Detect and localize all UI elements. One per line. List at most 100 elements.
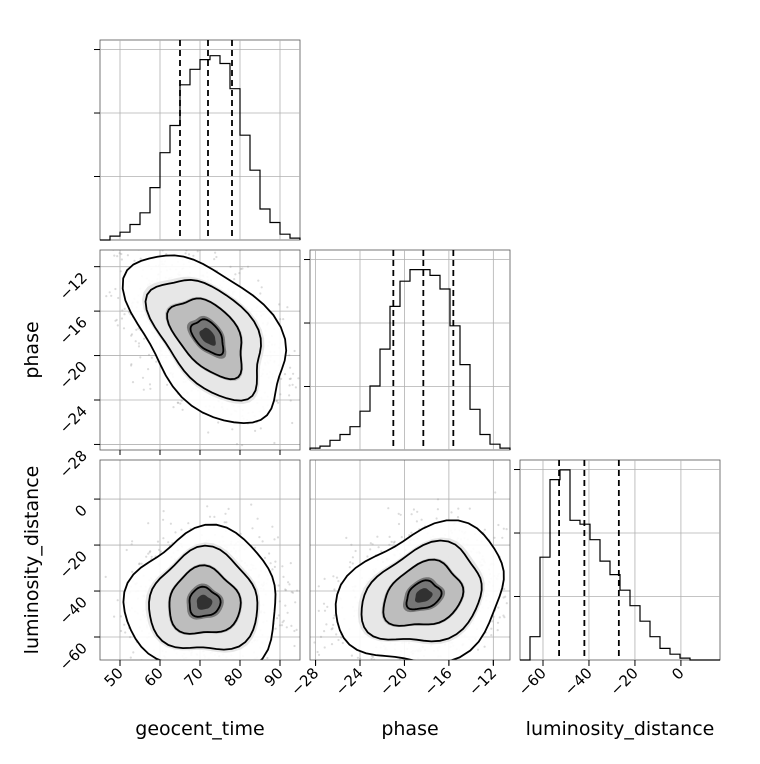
scatter-point <box>135 328 138 331</box>
scatter-point <box>229 265 232 268</box>
scatter-point <box>369 548 372 551</box>
scatter-point <box>293 644 296 648</box>
scatter-point <box>181 661 183 663</box>
scatter-point <box>172 406 175 409</box>
scatter-point <box>408 697 410 699</box>
scatter-point <box>234 705 236 707</box>
scatter-point <box>483 645 486 648</box>
scatter-point <box>246 265 250 268</box>
scatter-point <box>224 512 227 515</box>
scatter-point <box>332 617 335 620</box>
histogram-panel-phase <box>304 249 511 451</box>
scatter-point <box>105 295 108 298</box>
scatter-point <box>174 531 177 534</box>
scatter-point <box>277 697 279 699</box>
scatter-point <box>142 388 145 391</box>
scatter-point <box>249 689 251 691</box>
panel-content <box>93 460 300 707</box>
scatter-point <box>145 555 148 558</box>
scatter-point <box>116 255 119 258</box>
scatter-point <box>113 254 116 257</box>
scatter-point <box>323 646 326 649</box>
scatter-point <box>242 663 244 665</box>
y-axis-label-phase: phase <box>21 321 43 378</box>
scatter-point <box>150 555 153 558</box>
scatter-point <box>93 595 95 597</box>
scatter-point <box>273 565 276 569</box>
scatter-point <box>504 595 507 598</box>
scatter-point <box>323 630 326 633</box>
scatter-point <box>118 252 121 255</box>
x-tick-label-luminosity_distance: −40 <box>561 664 596 699</box>
scatter-point <box>239 532 242 536</box>
x-tick-label-luminosity_distance: −60 <box>515 664 550 699</box>
scatter-point <box>181 687 183 689</box>
scatter-point <box>130 543 133 546</box>
scatter-point <box>512 550 514 552</box>
scatter-point <box>502 614 505 617</box>
scatter-point <box>491 620 494 623</box>
scatter-panel-luminosity_distance-vs-phase <box>306 459 518 699</box>
scatter-point <box>263 556 267 560</box>
scatter-point <box>286 306 289 309</box>
scatter-point <box>457 507 460 510</box>
scatter-point <box>516 570 518 572</box>
scatter-point <box>132 242 134 244</box>
scatter-point <box>282 619 285 622</box>
scatter-point <box>167 541 170 544</box>
scatter-point <box>325 687 327 689</box>
scatter-point <box>132 651 135 654</box>
scatter-point <box>225 521 228 524</box>
y-tick-label-phase: −16 <box>56 313 91 348</box>
scatter-point <box>115 318 118 321</box>
histogram-step-line <box>309 269 511 450</box>
scatter-point <box>370 654 373 658</box>
scatter-point <box>377 546 380 549</box>
scatter-point <box>387 507 390 510</box>
scatter-point <box>139 257 142 260</box>
scatter-point <box>162 537 165 540</box>
scatter-point <box>107 660 109 662</box>
scatter-point <box>282 575 285 579</box>
scatter-point <box>282 318 285 321</box>
scatter-point <box>323 577 326 581</box>
scatter-point <box>366 555 369 558</box>
scatter-point <box>120 629 123 633</box>
scatter-point <box>306 578 308 580</box>
scatter-point <box>317 609 320 613</box>
x-axis-label-phase: phase <box>381 718 438 740</box>
scatter-point <box>259 292 262 295</box>
scatter-point <box>293 629 296 633</box>
scatter-point <box>387 665 389 667</box>
scatter-point <box>120 258 123 261</box>
scatter-point <box>268 246 270 248</box>
scatter-point <box>289 399 292 402</box>
scatter-point <box>502 596 505 599</box>
scatter-point <box>223 521 226 524</box>
scatter-point <box>371 655 375 659</box>
scatter-point <box>130 364 133 367</box>
scatter-point <box>449 691 451 693</box>
scatter-point <box>152 248 154 250</box>
scatter-point <box>382 670 384 672</box>
scatter-point <box>279 393 282 396</box>
scatter-point <box>168 243 170 245</box>
scatter-point <box>451 667 453 669</box>
scatter-point <box>181 670 183 672</box>
scatter-point <box>133 259 136 262</box>
scatter-point <box>332 623 335 627</box>
scatter-point <box>176 401 179 404</box>
scatter-point <box>276 536 280 539</box>
x-tick-label-luminosity_distance: −20 <box>607 664 642 699</box>
scatter-point <box>414 680 416 682</box>
scatter-point <box>450 511 453 514</box>
scatter-point <box>505 528 508 531</box>
scatter-point <box>131 381 135 384</box>
scatter-point <box>196 250 199 253</box>
scatter-point <box>424 667 426 669</box>
scatter-point <box>253 546 257 549</box>
scatter-point <box>119 270 122 273</box>
scatter-point <box>313 641 316 644</box>
scatter-point <box>155 360 158 363</box>
scatter-point <box>140 245 142 247</box>
